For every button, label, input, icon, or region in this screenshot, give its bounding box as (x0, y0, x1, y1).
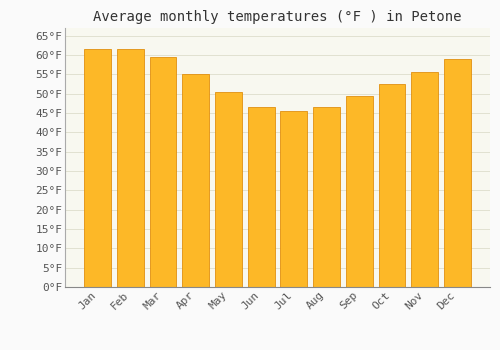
Bar (248, 107, 274, 287)
Bar (84, 49, 111, 287)
Bar (182, 75, 209, 287)
Bar (444, 59, 470, 287)
Bar (411, 72, 438, 287)
Bar (117, 49, 144, 287)
Title: Average monthly temperatures (°F ) in Petone: Average monthly temperatures (°F ) in Pe… (93, 10, 462, 24)
Bar (215, 92, 242, 287)
Bar (150, 57, 176, 287)
Bar (378, 84, 406, 287)
Bar (280, 111, 307, 287)
Bar (313, 107, 340, 287)
Bar (346, 96, 372, 287)
